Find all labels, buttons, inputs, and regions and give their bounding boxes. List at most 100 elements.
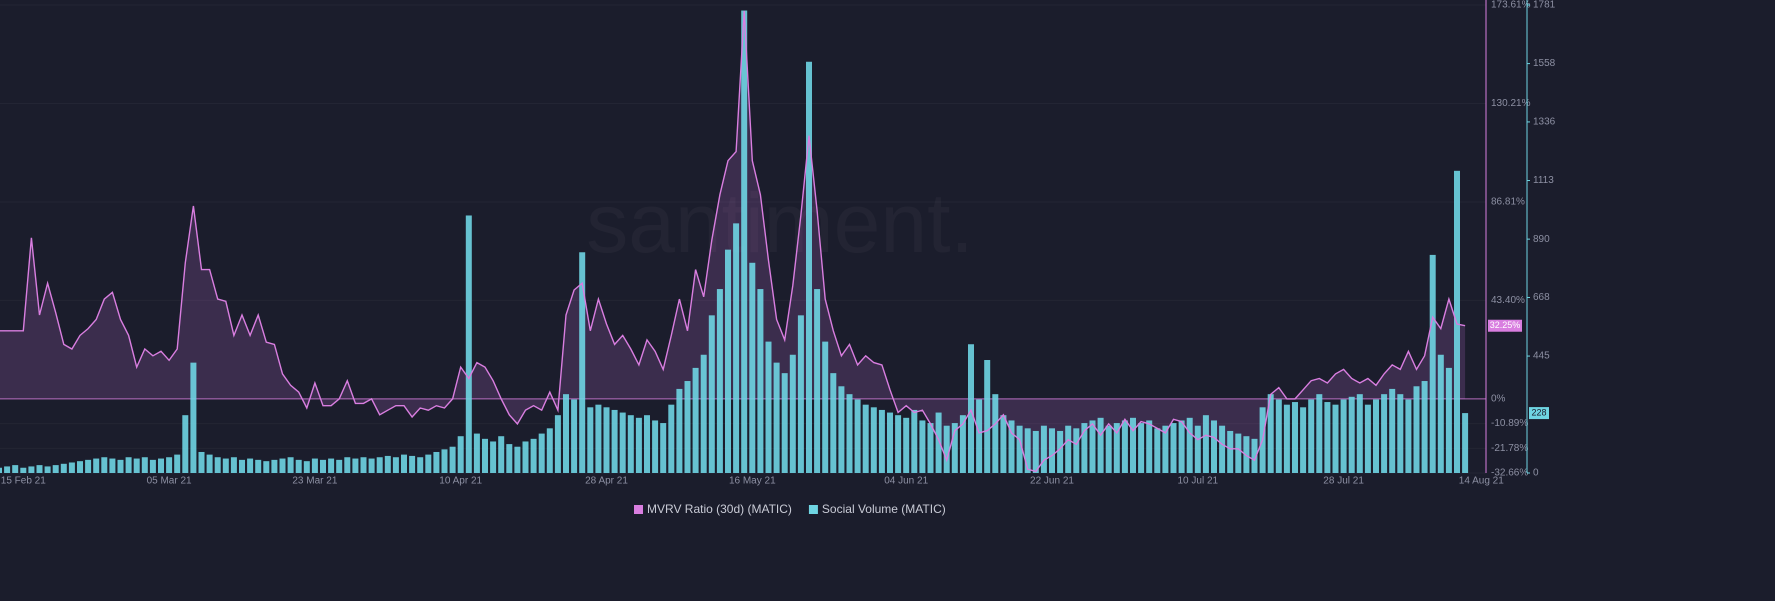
social-volume-bar	[247, 458, 254, 473]
social-volume-bar	[336, 459, 343, 473]
social-volume-bar	[490, 441, 497, 473]
y-tick-label: -21.78%	[1491, 443, 1528, 454]
social-volume-bar	[1243, 436, 1250, 473]
social-volume-bar	[822, 341, 829, 473]
social-volume-bar	[571, 399, 578, 473]
y2-tick-label: 890	[1533, 234, 1550, 245]
social-volume-bar	[4, 466, 11, 473]
social-volume-bar	[806, 61, 812, 473]
social-volume-bar	[1462, 413, 1469, 473]
social-volume-bar	[968, 344, 974, 473]
social-volume-bar	[1381, 394, 1388, 473]
social-volume-bar	[554, 415, 561, 473]
social-volume-bar	[846, 394, 853, 473]
social-volume-bar	[668, 404, 675, 473]
social-volume-bar	[514, 446, 521, 473]
social-volume-bar	[1000, 415, 1007, 473]
x-tick-label: 23 Mar 21	[292, 476, 337, 487]
social-volume-bar	[93, 458, 100, 473]
social-volume-bar	[133, 458, 140, 473]
y2-tick-label: 0	[1533, 468, 1539, 479]
social-volume-bar	[1202, 415, 1209, 473]
social-volume-bar	[1283, 404, 1290, 473]
social-volume-bar	[190, 362, 197, 473]
social-volume-bar	[1049, 428, 1055, 473]
social-volume-bar	[498, 436, 505, 473]
social-volume-bar	[741, 10, 748, 473]
social-volume-bar	[376, 457, 383, 473]
social-volume-bar	[109, 458, 116, 473]
social-volume-bar	[579, 252, 586, 473]
social-volume-bar	[1300, 407, 1307, 473]
x-tick-label: 05 Mar 21	[147, 476, 192, 487]
social-volume-bar	[141, 457, 148, 473]
social-volume-bar	[660, 423, 667, 473]
current-value-label: 228	[1531, 407, 1546, 417]
social-volume-bar	[619, 412, 626, 473]
social-volume-bar	[417, 457, 424, 473]
mvrv-line	[0, 10, 1466, 473]
social-volume-bar	[1373, 399, 1379, 473]
social-volume-bar	[198, 451, 205, 473]
y2-tick-label: 1781	[1533, 0, 1556, 11]
social-volume-bar	[1437, 354, 1444, 473]
social-volume-bar	[1211, 420, 1217, 473]
social-volume-bar	[522, 441, 529, 473]
social-volume-bar	[117, 459, 124, 473]
social-volume-bar	[1081, 423, 1088, 473]
social-volume-bar	[903, 417, 910, 473]
social-volume-bar	[781, 373, 788, 473]
social-volume-bar	[830, 373, 837, 473]
social-volume-bar	[1316, 394, 1323, 473]
social-volume-bar	[12, 465, 19, 473]
social-volume-bar	[344, 457, 351, 473]
social-volume-bar	[1146, 420, 1153, 473]
x-tick-label: 28 Apr 21	[585, 476, 628, 487]
social-volume-bar	[1413, 386, 1420, 473]
y-tick-label: -10.89%	[1491, 418, 1528, 429]
social-volume-bar	[230, 457, 237, 473]
social-volume-bar	[1364, 404, 1371, 473]
social-volume-bar	[1275, 399, 1282, 473]
legend: MVRV Ratio (30d) (MATIC) Social Volume (M…	[634, 502, 946, 516]
x-tick-label: 10 Jul 21	[1178, 476, 1219, 487]
social-volume-bar	[166, 457, 173, 473]
y2-tick-label: 1113	[1533, 175, 1554, 186]
y2-tick-label: 668	[1533, 292, 1550, 303]
x-tick-label: 15 Feb 21	[1, 476, 46, 487]
y2-tick-label: 1558	[1533, 58, 1556, 69]
social-volume-bar	[1097, 417, 1104, 473]
x-tick-label: 16 May 21	[729, 476, 776, 487]
social-volume-bar	[530, 438, 537, 473]
social-volume-bar	[482, 438, 488, 473]
social-volume-bar	[1065, 425, 1072, 473]
social-volume-bar	[433, 451, 440, 473]
social-volume-bar	[1267, 394, 1274, 473]
social-volume-bar	[587, 407, 594, 473]
social-volume-bar	[943, 425, 950, 473]
social-volume-bar	[644, 415, 650, 473]
social-volume-bar	[1130, 417, 1136, 473]
social-volume-bar	[182, 415, 189, 473]
social-volume-bar	[546, 428, 553, 473]
social-volume-bar	[1397, 394, 1404, 473]
social-volume-bar	[44, 466, 51, 473]
legend-label: Social Volume (MATIC)	[822, 502, 946, 516]
social-volume-bar	[854, 399, 861, 473]
social-volume-bar	[1235, 433, 1242, 473]
social-volume-bar	[465, 215, 472, 473]
social-volume-bar	[271, 459, 278, 473]
social-volume-bar	[870, 407, 877, 473]
social-volume-bar	[1356, 394, 1363, 473]
social-volume-bar	[158, 458, 164, 473]
social-volume-bar	[1016, 425, 1023, 473]
social-volume-bar	[1389, 388, 1396, 473]
social-volume-bar	[1194, 425, 1201, 473]
social-volume-bar	[360, 457, 367, 473]
social-volume-bar	[425, 454, 432, 473]
social-volume-bar	[1170, 423, 1177, 473]
social-volume-bar	[757, 289, 764, 473]
